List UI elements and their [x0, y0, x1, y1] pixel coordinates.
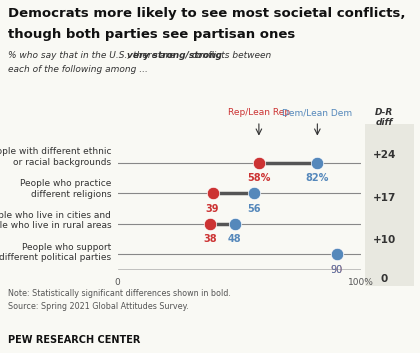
Text: 0: 0 [381, 274, 388, 284]
Text: Note: Statistically significant differences shown in bold.: Note: Statistically significant differen… [8, 289, 231, 298]
Text: 48: 48 [228, 234, 241, 244]
Text: though both parties see partisan ones: though both parties see partisan ones [8, 28, 296, 41]
Point [207, 221, 213, 226]
Text: 58%: 58% [247, 173, 270, 183]
Point [255, 160, 262, 165]
Text: Source: Spring 2021 Global Attitudes Survey.: Source: Spring 2021 Global Attitudes Sur… [8, 302, 189, 311]
Text: % who say that in the U.S., there are: % who say that in the U.S., there are [8, 51, 178, 60]
Text: 39: 39 [206, 204, 219, 214]
Text: 90: 90 [331, 265, 343, 275]
Point [231, 221, 238, 226]
Text: 82%: 82% [306, 173, 329, 183]
Text: People who live in cities and
people who live in rural areas: People who live in cities and people who… [0, 211, 111, 230]
Point [251, 190, 257, 196]
Text: +17: +17 [373, 193, 396, 203]
Text: Dem/Lean Dem: Dem/Lean Dem [282, 108, 352, 117]
Point [333, 251, 340, 257]
Text: +24: +24 [373, 150, 396, 160]
Text: 90: 90 [331, 265, 343, 275]
Text: People who practice
different religions: People who practice different religions [20, 179, 111, 198]
Point [209, 190, 216, 196]
Text: D-R
diff: D-R diff [375, 108, 394, 127]
Text: +10: +10 [373, 235, 396, 245]
Text: 38: 38 [203, 234, 217, 244]
Point [314, 160, 321, 165]
Text: 56: 56 [247, 204, 261, 214]
Text: People who support
different political parties: People who support different political p… [0, 243, 111, 262]
Text: Democrats more likely to see most societal conflicts,: Democrats more likely to see most societ… [8, 7, 406, 20]
Text: very strong/strong: very strong/strong [127, 51, 222, 60]
Text: conflicts between: conflicts between [189, 51, 271, 60]
Text: People with different ethnic
or racial backgrounds: People with different ethnic or racial b… [0, 148, 111, 167]
Point [333, 251, 340, 257]
Text: each of the following among ...: each of the following among ... [8, 65, 148, 74]
Text: Rep/Lean Rep: Rep/Lean Rep [228, 108, 290, 117]
Text: PEW RESEARCH CENTER: PEW RESEARCH CENTER [8, 335, 141, 345]
